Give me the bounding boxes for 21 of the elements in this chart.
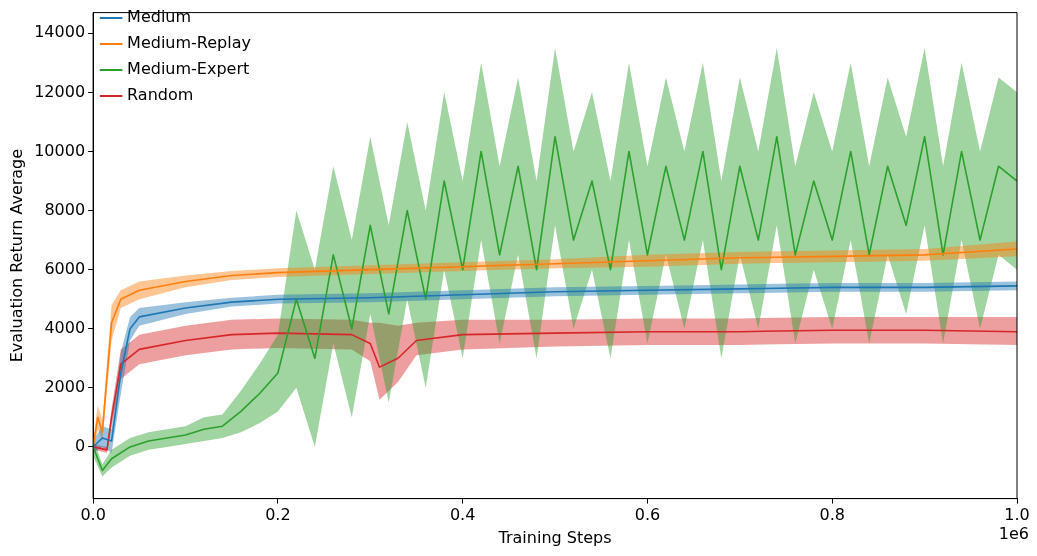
y-tick-label: 12000 [34,81,86,101]
y-tick-label: 8000 [44,199,86,219]
y-tick-label: 2000 [44,376,86,396]
legend-label: Medium-Replay [127,33,251,53]
y-axis-title: Evaluation Return Average [6,148,26,363]
x-tick-label: 1.0 [1004,505,1030,525]
legend-label: Random [127,85,194,105]
x-tick-label: 0.8 [819,505,845,525]
x-tick-label: 0.0 [80,505,106,525]
y-tick-label: 14000 [34,22,86,42]
legend-label: Medium-Expert [127,59,250,79]
y-tick-label: 4000 [44,317,86,337]
x-tick-label: 0.4 [449,505,476,525]
y-tick-label: 10000 [34,140,86,160]
y-tick-label: 0 [74,436,86,456]
x-tick-label: 0.6 [634,505,661,525]
x-tick-label: 0.2 [265,505,291,525]
text: 1e6 [998,523,1029,543]
y-tick-label: 6000 [44,258,86,278]
legend-label: Medium [127,7,192,27]
x-axis-title: Training Steps [497,527,612,547]
